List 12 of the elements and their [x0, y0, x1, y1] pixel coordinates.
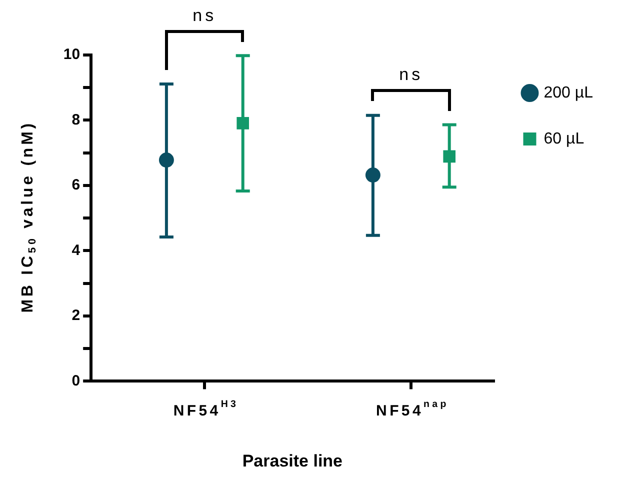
- y-tick-label: 6: [72, 176, 80, 194]
- y-tick-label: 10: [63, 46, 80, 64]
- text: ns: [192, 6, 217, 26]
- y-tick-label: 2: [72, 307, 80, 324]
- annotation: ns: [399, 65, 424, 86]
- y-tick-label: 0: [72, 372, 80, 390]
- y-tick-label: 8: [72, 111, 80, 128]
- legend-label: 60 µL: [544, 130, 584, 148]
- x-axis-title: Parasite line: [242, 451, 342, 470]
- legend-label: 200 µL: [544, 84, 594, 102]
- text: MB IC50 value (nM): [19, 123, 39, 313]
- y-tick-label: 4: [72, 242, 81, 259]
